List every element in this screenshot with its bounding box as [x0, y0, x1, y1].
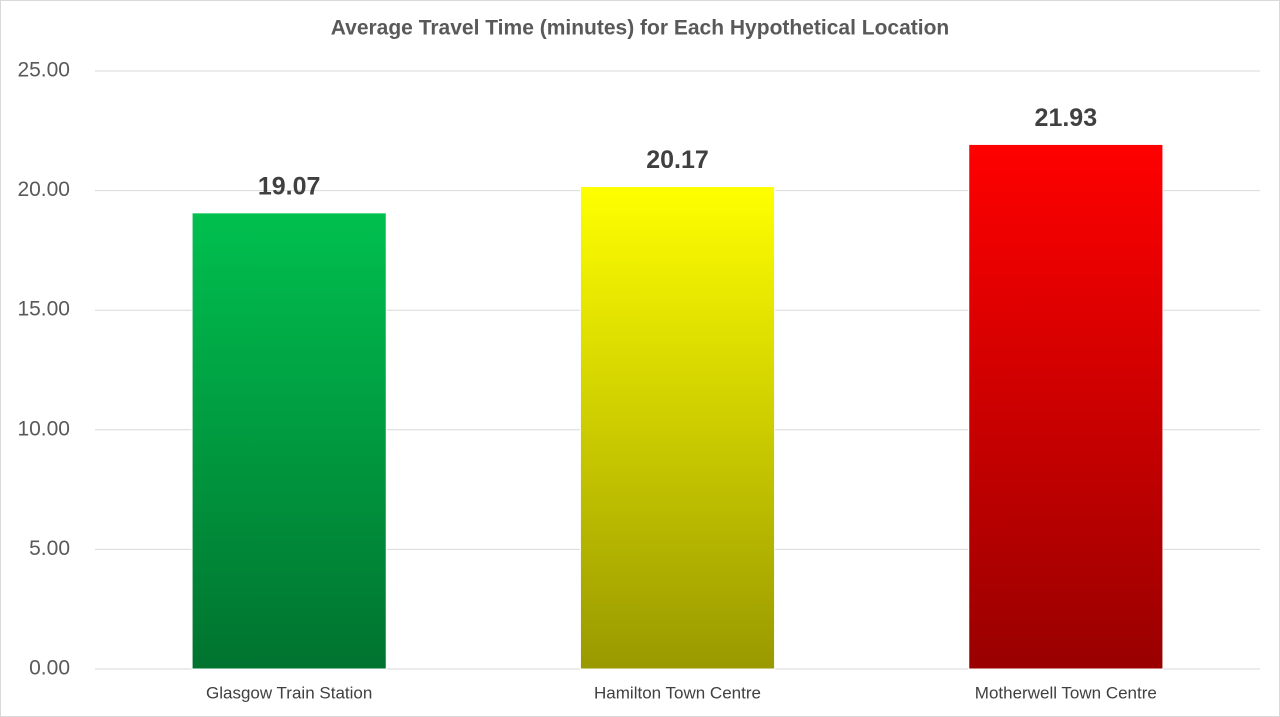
bar: [968, 143, 1164, 670]
value-label: 20.17: [646, 146, 709, 174]
bar: [191, 212, 387, 670]
y-tick-label: 10.00: [17, 417, 70, 440]
value-label: 19.07: [258, 172, 321, 200]
y-tick-label: 15.00: [17, 298, 70, 321]
y-tick-label: 20.00: [17, 178, 70, 201]
chart-title: Average Travel Time (minutes) for Each H…: [331, 17, 950, 40]
x-tick-label: Hamilton Town Centre: [594, 683, 761, 702]
y-tick-label: 0.00: [29, 657, 70, 680]
y-tick-label: 5.00: [29, 537, 70, 560]
x-tick-label: Glasgow Train Station: [206, 683, 372, 702]
bar: [579, 186, 776, 670]
x-tick-label: Motherwell Town Centre: [975, 683, 1157, 702]
value-label: 21.93: [1035, 104, 1098, 132]
y-tick-label: 25.00: [17, 59, 70, 82]
